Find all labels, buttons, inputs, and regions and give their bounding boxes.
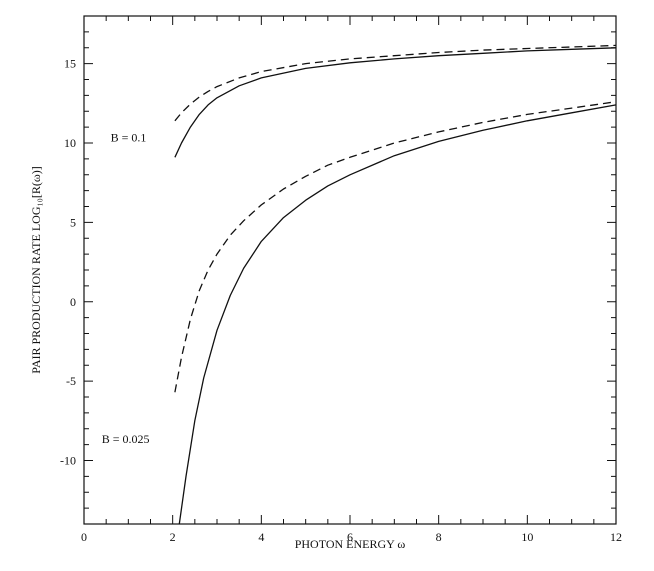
y-axis-title: PAIR PRODUCTION RATE LOG₁₀[R(ω)] <box>29 166 43 374</box>
curve-annotation: B = 0.1 <box>111 130 147 144</box>
solid-series-line-2 <box>178 104 617 525</box>
y-tick-label: -5 <box>66 374 76 388</box>
x-tick-label: 2 <box>170 530 176 544</box>
series-group <box>174 44 617 525</box>
y-tick-label: 10 <box>64 136 76 150</box>
x-tick-label: 8 <box>436 530 442 544</box>
curve-annotation: B = 0.025 <box>102 432 150 446</box>
axis-ticks <box>83 15 617 525</box>
y-tick-label: 0 <box>70 295 76 309</box>
dashed-series-line-1 <box>174 44 617 122</box>
x-tick-label: 4 <box>258 530 264 544</box>
y-tick-label: 5 <box>70 215 76 229</box>
tick-labels: 0 2 4 6 8 10 12 -10 -5 0 5 10 15 <box>60 57 622 544</box>
x-tick-label: 10 <box>521 530 533 544</box>
x-tick-label: 12 <box>610 530 622 544</box>
dashed-series-line-3 <box>174 101 617 393</box>
y-tick-label: 15 <box>64 57 76 71</box>
solid-series-line-0 <box>174 47 617 158</box>
x-axis-title: PHOTON ENERGY ω <box>295 537 406 551</box>
x-tick-label: 6 <box>347 530 353 544</box>
y-tick-label: -10 <box>60 454 76 468</box>
x-tick-label: 0 <box>81 530 87 544</box>
annotations: B = 0.1 B = 0.025 <box>102 130 150 446</box>
plot-frame <box>83 15 617 525</box>
